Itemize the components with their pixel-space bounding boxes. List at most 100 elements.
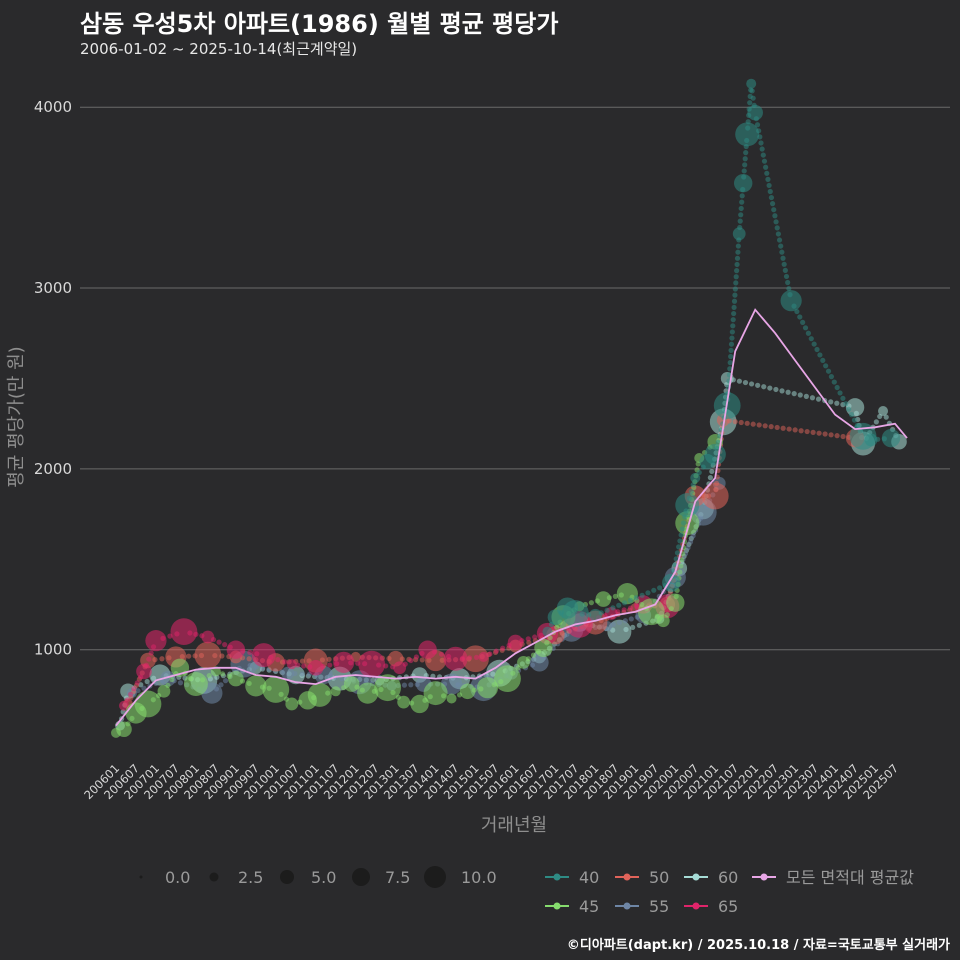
trail-dot: [831, 379, 837, 385]
trail-dot: [282, 659, 288, 665]
trail-dot: [673, 556, 679, 562]
point-65: [507, 634, 524, 651]
trail-dot: [731, 304, 737, 311]
trail-dot: [616, 619, 622, 626]
trail-dot: [612, 593, 618, 599]
trail-dot: [733, 280, 739, 286]
legend-key-dot: [553, 873, 561, 881]
point-40: [675, 493, 700, 518]
trail-dot: [690, 482, 696, 488]
trail-dot: [773, 386, 779, 393]
point-65: [118, 700, 129, 711]
trail-dot: [767, 188, 773, 195]
trail-dot: [299, 671, 305, 677]
average-line: [115, 308, 908, 727]
point-45: [423, 681, 448, 706]
trail-dot: [134, 680, 140, 686]
trail-dot: [500, 645, 506, 651]
trail-dot: [776, 237, 783, 243]
trail-dot: [159, 656, 165, 662]
trail-dot: [744, 420, 750, 426]
trail-dot: [747, 100, 753, 106]
trail-dot: [883, 414, 889, 420]
chart-subtitle: 2006-01-02 ~ 2025-10-14(최근계약일): [80, 40, 358, 58]
trail-dot: [803, 393, 809, 399]
trail-dot: [621, 600, 628, 606]
series-40: [542, 78, 901, 637]
trail-dot: [781, 261, 787, 267]
series-layer: [111, 78, 908, 738]
trail-dot: [246, 656, 252, 662]
trail-dot: [843, 401, 849, 407]
trail-dot: [408, 682, 414, 688]
trail-dot: [438, 651, 445, 657]
trail-dot: [848, 412, 855, 418]
trail-dot: [530, 652, 537, 658]
trail-dot: [709, 468, 715, 475]
trail-dot: [814, 346, 820, 353]
trail-dot: [822, 431, 828, 437]
trail-dot: [805, 330, 812, 336]
trail-dot: [687, 539, 694, 545]
gridlines: [80, 106, 950, 651]
trail-dot: [816, 430, 822, 436]
point-45: [343, 676, 360, 692]
trail-dot: [630, 624, 636, 630]
trail-dot: [825, 368, 832, 374]
trail-dot: [487, 651, 493, 657]
trail-dot: [828, 399, 834, 405]
point-45: [245, 675, 267, 697]
point-65: [418, 640, 437, 659]
point-45: [517, 655, 530, 669]
trail-dot: [732, 292, 738, 298]
point-45: [656, 614, 670, 628]
point-60: [845, 398, 865, 417]
trail-dot: [685, 545, 691, 551]
trail-dot: [759, 146, 765, 152]
trail-dot: [677, 569, 683, 575]
trail-dot: [846, 406, 852, 412]
y-axis-label: 평균 평당가(만 원): [6, 346, 27, 487]
y-tick-label: 2000: [34, 460, 72, 478]
trail-dot: [754, 122, 761, 128]
trail-dot: [774, 424, 780, 431]
trail-dot: [707, 475, 713, 481]
trail-dot: [734, 255, 741, 261]
point-45: [285, 697, 299, 711]
trail-dot: [728, 353, 734, 360]
trail-dot: [800, 319, 806, 325]
trail-dot: [728, 347, 734, 353]
point-45: [183, 672, 208, 697]
trail-dot: [851, 417, 858, 423]
trail-dot: [769, 201, 776, 207]
point-55: [530, 653, 549, 672]
trail-dot: [216, 639, 222, 645]
trail-dot: [840, 433, 846, 440]
trail-dot: [622, 618, 628, 624]
trail-dot: [610, 605, 616, 611]
trail-dot: [401, 682, 408, 688]
trail-dot: [797, 314, 803, 320]
legend-key-dot: [760, 873, 768, 881]
trail-dot: [741, 168, 747, 174]
trail-dot: [840, 395, 846, 401]
point-45: [476, 677, 499, 699]
trail-dot: [616, 602, 622, 608]
point-65: [136, 663, 152, 680]
legend-label: 50: [649, 868, 669, 887]
point-40: [690, 472, 701, 483]
point-65: [333, 651, 355, 673]
trail-dot: [144, 678, 150, 685]
trail-dot: [688, 488, 694, 495]
trail-dot: [730, 317, 736, 323]
trail-dot: [742, 156, 748, 162]
point-40: [735, 122, 760, 147]
point-40: [704, 443, 726, 465]
trail-dot: [473, 654, 480, 660]
size-legend-dot: [209, 872, 219, 882]
trail-dot: [768, 424, 774, 430]
point-45: [534, 638, 553, 658]
trail-dot: [773, 219, 779, 225]
trail-dot: [743, 150, 749, 156]
